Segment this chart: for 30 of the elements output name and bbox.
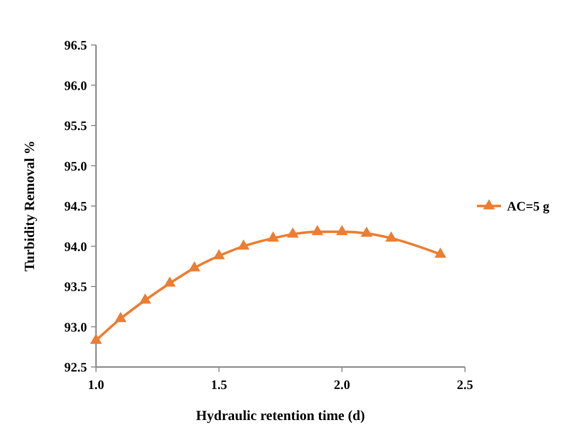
x-tick-label: 1.5 xyxy=(210,377,228,392)
point xyxy=(312,224,324,236)
x-tick-label: 2.0 xyxy=(334,377,350,392)
y-tick-label: 94.5 xyxy=(64,198,88,214)
y-tick-label: 92.5 xyxy=(64,360,88,375)
y-tick-label: 95.0 xyxy=(64,158,87,174)
y-tick-label: 96.5 xyxy=(64,38,88,53)
x-axis-title: Hydraulic retention time (d) xyxy=(196,409,366,424)
point xyxy=(213,249,225,260)
y-axis-title: Turbidity Removal % xyxy=(23,140,38,272)
point xyxy=(114,312,126,322)
point xyxy=(90,334,102,344)
y-tick-label: 95.5 xyxy=(64,118,88,134)
point xyxy=(385,231,398,242)
point xyxy=(267,231,280,242)
x-tick-label: 2.5 xyxy=(456,377,474,392)
legend-label: AC=5 g xyxy=(507,198,550,214)
y-tick-label: 93.0 xyxy=(64,319,87,334)
y-tick-label: 93.5 xyxy=(64,279,88,294)
point xyxy=(188,261,200,272)
point xyxy=(336,224,348,236)
point xyxy=(238,239,250,250)
y-tick-label: 94.0 xyxy=(64,238,87,254)
point xyxy=(434,248,446,258)
point xyxy=(164,276,176,287)
point xyxy=(360,226,372,237)
y-tick-label: 96.0 xyxy=(64,78,87,93)
x-tick-label: 1.0 xyxy=(88,377,104,392)
point xyxy=(139,293,152,304)
point xyxy=(286,227,299,238)
